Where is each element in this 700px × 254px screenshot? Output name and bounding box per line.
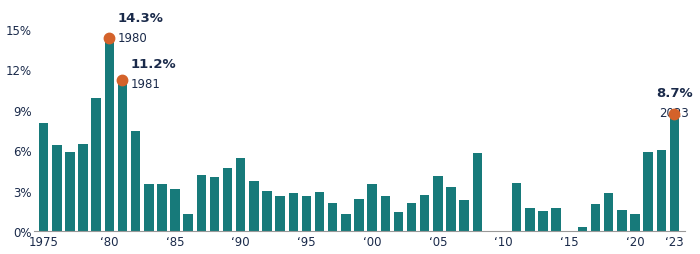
Bar — [630, 214, 640, 231]
Bar — [315, 192, 324, 231]
Bar — [368, 184, 377, 231]
Bar — [381, 196, 390, 231]
Bar — [78, 144, 88, 231]
Text: 11.2%: 11.2% — [130, 58, 176, 71]
Bar — [538, 211, 547, 231]
Bar — [104, 39, 114, 231]
Bar — [170, 190, 180, 231]
Bar — [144, 184, 153, 231]
Bar — [420, 195, 430, 231]
Bar — [459, 200, 469, 231]
Bar — [276, 196, 285, 231]
Text: 2023: 2023 — [659, 107, 690, 120]
Bar — [118, 81, 127, 231]
Bar — [302, 196, 312, 231]
Bar — [249, 182, 258, 231]
Bar — [643, 152, 653, 231]
Text: 1981: 1981 — [130, 77, 160, 90]
Bar — [236, 159, 246, 231]
Bar — [183, 214, 193, 231]
Text: 14.3%: 14.3% — [117, 12, 163, 25]
Bar — [512, 183, 522, 231]
Bar — [591, 204, 601, 231]
Bar — [92, 98, 101, 231]
Bar — [578, 227, 587, 231]
Bar — [447, 187, 456, 231]
Bar — [525, 209, 535, 231]
Bar — [288, 194, 298, 231]
Text: 8.7%: 8.7% — [656, 87, 693, 100]
Bar — [328, 203, 337, 231]
Bar — [552, 209, 561, 231]
Bar — [617, 210, 626, 231]
Bar — [670, 114, 679, 231]
Bar — [473, 153, 482, 231]
Bar — [158, 184, 167, 231]
Bar — [131, 132, 141, 231]
Bar — [65, 152, 75, 231]
Bar — [197, 175, 206, 231]
Bar — [393, 213, 403, 231]
Bar — [210, 178, 219, 231]
Bar — [262, 191, 272, 231]
Bar — [407, 203, 416, 231]
Bar — [39, 124, 48, 231]
Bar — [223, 168, 232, 231]
Bar — [52, 145, 62, 231]
Text: 1980: 1980 — [117, 32, 147, 45]
Bar — [354, 199, 364, 231]
Bar — [433, 176, 442, 231]
Bar — [341, 214, 351, 231]
Bar — [657, 151, 666, 231]
Bar — [604, 194, 613, 231]
